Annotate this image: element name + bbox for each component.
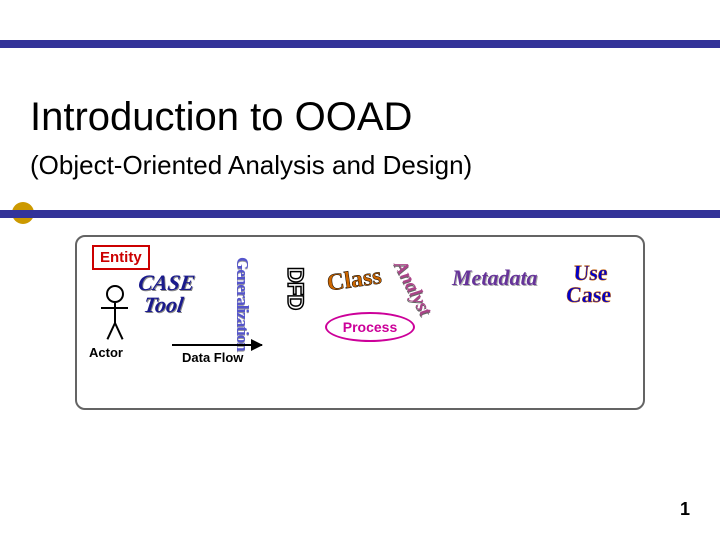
case-tool-label: CASE Tool: [134, 272, 196, 316]
dfd-label: DFD: [282, 267, 308, 309]
class-label: Class: [325, 263, 383, 297]
generalization-label: Generalization: [232, 257, 252, 351]
metadata-label: Metadata: [452, 265, 538, 291]
data-flow-label: Data Flow: [182, 350, 243, 365]
entity-label: Entity: [92, 245, 150, 270]
data-flow-arrow-icon: [172, 344, 262, 346]
slide-subtitle: (Object-Oriented Analysis and Design): [30, 150, 472, 181]
case-tool-line2: Tool: [142, 292, 185, 317]
concept-cloud-box: Entity CASE Tool Generalization DFD Clas…: [75, 235, 645, 410]
title-area: Introduction to OOAD (Object-Oriented An…: [30, 95, 472, 181]
actor-stick-figure-icon: [97, 285, 132, 323]
actor-label: Actor: [89, 345, 123, 360]
process-ellipse: Process: [325, 312, 415, 342]
page-number: 1: [680, 499, 690, 520]
top-accent-bar: [0, 40, 720, 48]
title-underline-bar: [0, 210, 720, 218]
use-case-label: Use Case: [565, 262, 614, 306]
process-label: Process: [343, 319, 397, 335]
slide-title: Introduction to OOAD: [30, 95, 472, 140]
analyst-label: Analyst: [389, 257, 436, 320]
use-case-line2: Case: [565, 282, 612, 307]
